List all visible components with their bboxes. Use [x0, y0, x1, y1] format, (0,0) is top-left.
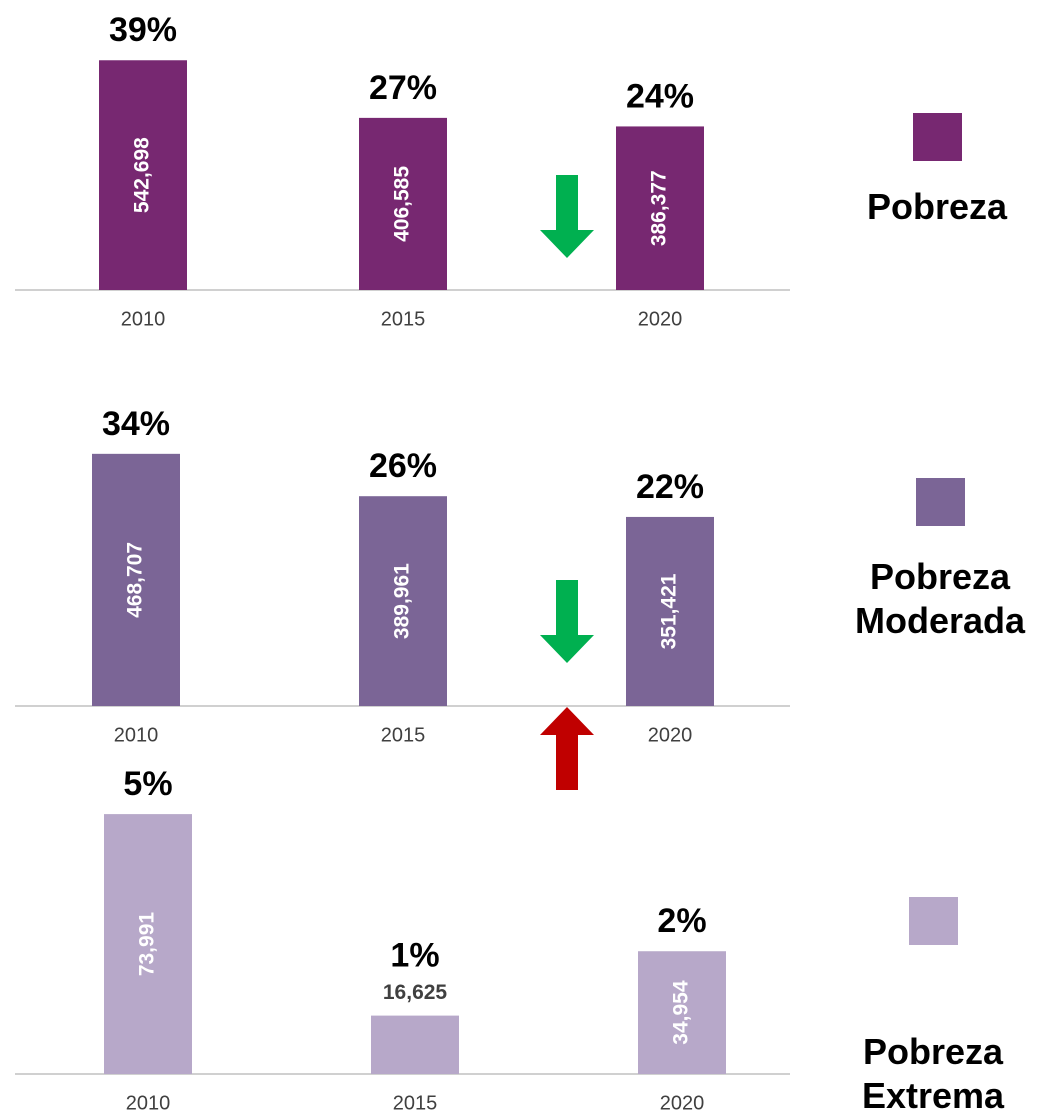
x-tick-label: 2010 — [121, 308, 166, 330]
percent-label: 5% — [123, 765, 172, 803]
trend-arrow — [540, 175, 594, 790]
bar — [638, 951, 726, 1074]
percent-label: 34% — [102, 405, 170, 443]
bar — [371, 1015, 459, 1074]
value-label: 351,421 — [658, 573, 681, 649]
legend-swatch — [909, 897, 958, 945]
percent-label: 24% — [626, 77, 694, 115]
bar — [104, 814, 192, 1074]
value-label: 34,954 — [670, 980, 693, 1045]
legend-label: Pobreza Moderada — [854, 556, 1026, 641]
percent-label: 1% — [390, 937, 439, 975]
value-label: 73,991 — [136, 912, 159, 977]
x-tick-label: 2015 — [381, 724, 426, 746]
bar — [626, 516, 714, 706]
value-label: 406,585 — [391, 166, 414, 242]
legend-label: Pobreza — [866, 186, 1008, 227]
x-tick-label: 2020 — [660, 1092, 705, 1114]
x-tick-label: 2015 — [393, 1092, 438, 1114]
bar — [99, 60, 187, 291]
x-tick-label: 2010 — [114, 724, 159, 746]
bar — [616, 126, 704, 290]
value-label: 542,698 — [131, 137, 154, 213]
legend-swatch — [913, 113, 962, 161]
legend-swatch — [916, 478, 965, 526]
x-tick-label: 2015 — [381, 308, 426, 330]
legend-label: Pobreza Extrema — [861, 1031, 1005, 1115]
percent-label: 26% — [369, 447, 437, 485]
value-label: 468,707 — [124, 542, 147, 618]
value-label: 16,625 — [383, 981, 448, 1004]
percent-label: 39% — [109, 11, 177, 49]
bar — [359, 496, 447, 706]
percent-label: 27% — [369, 69, 437, 107]
x-tick-label: 2020 — [648, 724, 693, 746]
bar — [359, 117, 447, 290]
x-tick-label: 2020 — [638, 308, 683, 330]
value-label: 389,961 — [391, 563, 414, 639]
value-label: 386,377 — [648, 170, 671, 246]
x-tick-label: 2010 — [126, 1092, 171, 1114]
percent-label: 22% — [636, 468, 704, 506]
bar — [92, 453, 180, 706]
percent-label: 2% — [657, 902, 706, 940]
